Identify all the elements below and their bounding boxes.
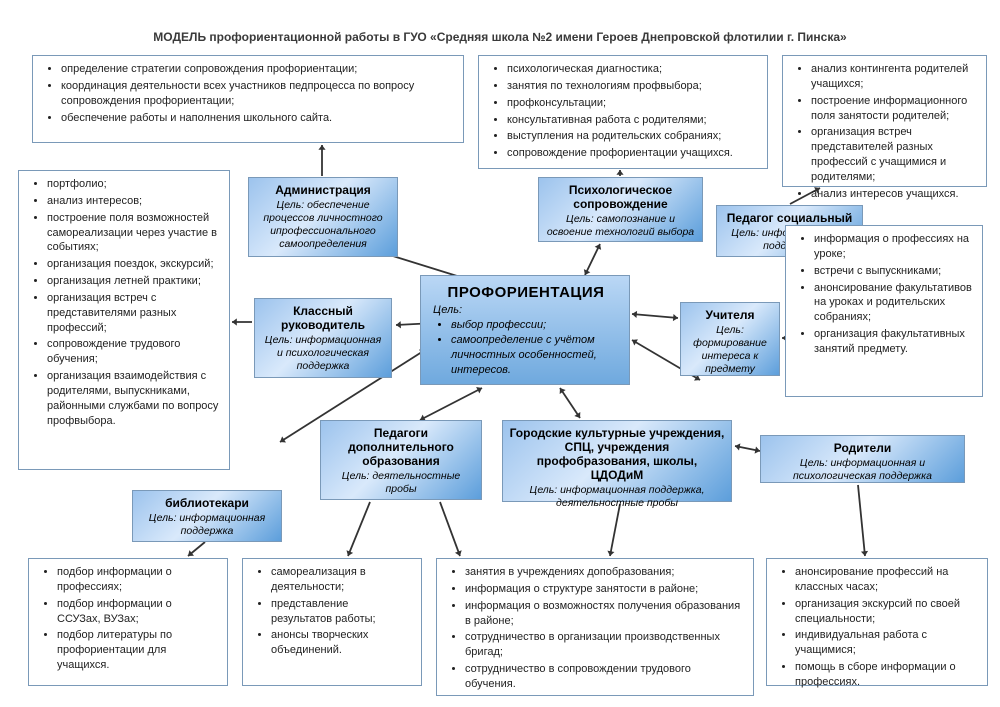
list-item: анализ интересов учащихся. (811, 187, 976, 202)
list-items: портфолио; анализ интересов; построение по… (37, 177, 219, 429)
list-l_lib: подбор информации о профессиях;подбор ин… (28, 558, 228, 686)
node-addedu: Педагоги дополнительного образованияЦель… (320, 420, 482, 500)
list-item: консультативная работа с родителями; (507, 113, 757, 128)
list-l_teachers: информация о профессиях на уроке; встречи… (785, 225, 983, 397)
list-item: помощь в сборе информации о профессиях. (795, 660, 977, 690)
list-item: представление результатов работы; (271, 597, 411, 627)
list-items: психологическая диагностика; занятия по т… (497, 62, 757, 161)
node-heading: Администрация (255, 183, 391, 197)
center-goal-label: Цель: (433, 304, 619, 316)
list-item: анонсирование профессий на классных часа… (795, 565, 977, 595)
list-l_psych: психологическая диагностика; занятия по т… (478, 55, 768, 169)
node-teachers: Учителя Цель: формирование интереса к пре… (680, 302, 780, 376)
list-l_admin: определение стратегии сопровождения проф… (32, 55, 464, 143)
node-psych: Психологическое сопровождениеЦель: самоп… (538, 177, 703, 242)
node-sub: Цель: информационная и психологическая п… (261, 334, 385, 373)
node-heading: Педагоги дополнительного образования (327, 426, 475, 468)
center-heading: ПРОФОРИЕНТАЦИЯ (433, 284, 619, 301)
center-goal-item: выбор профессии; (451, 318, 619, 333)
node-sub: Цель: информационная поддержка, деятельн… (509, 484, 725, 510)
list-item: подбор литературы по профориентации для … (57, 628, 217, 673)
node-sub: Цель: формирование интереса к предмету (687, 324, 773, 377)
node-heading: Педагог социальный (723, 211, 856, 225)
list-item: организация летней практики; (47, 274, 219, 289)
list-item: анонсирование факультативов на уроках и … (814, 281, 972, 326)
list-item: профконсультации; (507, 96, 757, 111)
list-items: определение стратегии сопровождения проф… (51, 62, 453, 125)
list-item: подбор информации о ССУЗах, ВУЗах; (57, 597, 217, 627)
node-heading: Психологическое сопровождение (545, 183, 696, 211)
list-l_socped: анализ контингента родителей учащихся;по… (782, 55, 987, 187)
list-items: информация о профессиях на уроке; встречи… (804, 232, 972, 357)
node-heading: Учителя (687, 308, 773, 322)
list-items: самореализация в деятельности;представле… (261, 565, 411, 658)
list-item: психологическая диагностика; (507, 62, 757, 77)
center-node: ПРОФОРИЕНТАЦИЯ Цель: выбор профессии;самоо… (420, 275, 630, 385)
node-sub: Цель: информационная и психологическая п… (767, 457, 958, 483)
list-item: индивидуальная работа с учащимися; (795, 628, 977, 658)
list-item: занятия в учреждениях допобразования; (465, 565, 743, 580)
list-item: сотрудничество в организации производств… (465, 630, 743, 660)
list-item: подбор информации о профессиях; (57, 565, 217, 595)
list-item: встречи с выпускниками; (814, 264, 972, 279)
list-item: сопровождение профориентации учащихся. (507, 146, 757, 161)
list-item: анализ интересов; (47, 194, 219, 209)
list-item: построение информационного поля занятост… (811, 94, 976, 124)
node-sub: Цель: обеспечение процессов личностного … (255, 199, 391, 252)
node-heading: библиотекари (139, 496, 275, 510)
list-item: анонсы творческих объединений. (271, 628, 411, 658)
list-items: анализ контингента родителей учащихся;по… (801, 62, 976, 202)
center-goal-item: самоопределение с учётом личностных особ… (451, 333, 619, 378)
center-goals: выбор профессии;самоопределение с учётом… (433, 318, 619, 377)
list-l_city: занятия в учреждениях допобразования; инф… (436, 558, 754, 696)
list-item: информация о структуре занятости в район… (465, 582, 743, 597)
list-item: координация деятельности всех участников… (61, 79, 453, 109)
node-sub: Цель: самопознание и освоение технологий… (545, 213, 696, 239)
node-classlead: Классный руководительЦель: информационна… (254, 298, 392, 378)
node-city: Городские культурные учреждения, СПЦ, уч… (502, 420, 732, 502)
list-item: сопровождение трудового обучения; (47, 337, 219, 367)
node-heading: Классный руководитель (261, 304, 385, 332)
node-sub: Цель: деятельностные пробы (327, 470, 475, 496)
page-title: МОДЕЛЬ профориентационной работы в ГУО «… (0, 30, 1000, 44)
list-item: занятия по технологиям профвыбора; (507, 79, 757, 94)
list-l_classlead: портфолио; анализ интересов; построение по… (18, 170, 230, 470)
list-item: построение поля возможностей самореализа… (47, 211, 219, 256)
list-items: анонсирование профессий на классных часа… (785, 565, 977, 690)
list-item: портфолио; (47, 177, 219, 192)
list-item: самореализация в деятельности; (271, 565, 411, 595)
list-items: занятия в учреждениях допобразования; инф… (455, 565, 743, 692)
node-admin: Администрация Цель: обеспечение процессов… (248, 177, 398, 257)
list-item: обеспечение работы и наполнения школьног… (61, 111, 453, 126)
list-item: анализ контингента родителей учащихся; (811, 62, 976, 92)
list-item: сотрудничество в сопровождении трудового… (465, 662, 743, 692)
list-item: выступления на родительских собраниях; (507, 129, 757, 144)
node-parents: Родители Цель: информационная и психологи… (760, 435, 965, 483)
node-lib: библиотекари Цель: информационная поддерж… (132, 490, 282, 542)
list-item: организация взаимодействия с родителями,… (47, 369, 219, 428)
list-item: организация встреч представителей разных… (811, 125, 976, 184)
list-item: организация экскурсий по своей специальн… (795, 597, 977, 627)
node-heading: Городские культурные учреждения, СПЦ, уч… (509, 426, 725, 482)
node-heading: Родители (767, 441, 958, 455)
list-item: организация встреч с представителями раз… (47, 291, 219, 336)
list-l_parents: анонсирование профессий на классных часа… (766, 558, 988, 686)
list-item: определение стратегии сопровождения проф… (61, 62, 453, 77)
list-l_addedu: самореализация в деятельности;представле… (242, 558, 422, 686)
node-sub: Цель: информационная поддержка (139, 512, 275, 538)
list-item: информация о профессиях на уроке; (814, 232, 972, 262)
list-item: информация о возможностях получения обра… (465, 599, 743, 629)
list-items: подбор информации о профессиях;подбор ин… (47, 565, 217, 673)
list-item: организация факультативных занятий предм… (814, 327, 972, 357)
list-item: организация поездок, экскурсий; (47, 257, 219, 272)
